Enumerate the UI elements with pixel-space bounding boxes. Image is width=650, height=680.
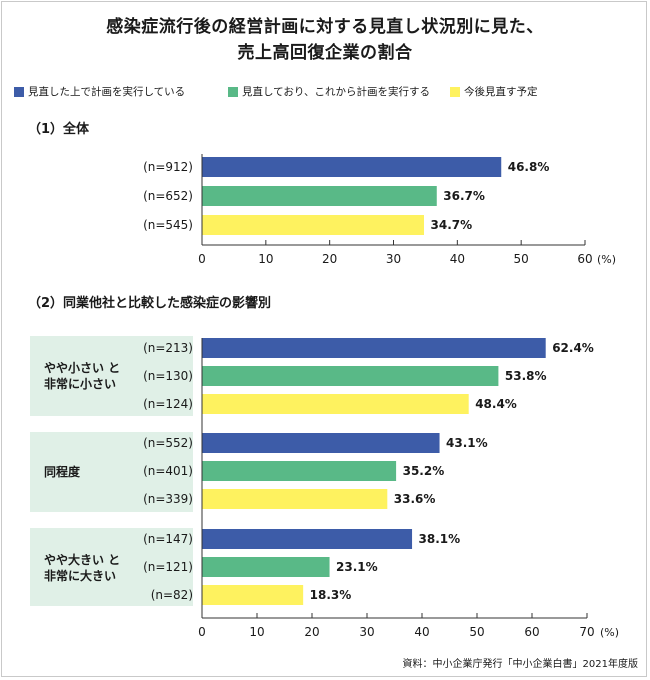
legend-item-blue: 見直した上で計画を実行している xyxy=(14,84,185,99)
x-tick-label-1-30: 30 xyxy=(386,252,401,266)
bar-value-label-2-8: 23.1% xyxy=(336,560,378,574)
x-unit-label-2: (%) xyxy=(600,626,619,639)
group-label-large-line1: やや大きい と xyxy=(44,553,121,567)
bar-2-1 xyxy=(202,338,546,358)
bar-2-2 xyxy=(202,366,499,386)
bar-value-label-1-2: 36.7% xyxy=(443,189,485,203)
group-label-small-line1: やや小さい と xyxy=(44,361,121,375)
bar-2-3 xyxy=(202,394,469,414)
bar-2-8 xyxy=(202,557,330,577)
x-tick-label-1-50: 50 xyxy=(514,252,529,266)
category-label-2-7: (n=147) xyxy=(143,532,193,546)
group-label-small-line2: 非常に小さい xyxy=(44,377,117,391)
legend-item-yellow: 今後見直す予定 xyxy=(450,84,538,99)
bar-2-4 xyxy=(202,433,440,453)
x-tick-label-1-40: 40 xyxy=(450,252,465,266)
x-tick-label-2-30: 30 xyxy=(359,625,374,639)
category-label-1-2: (n=652) xyxy=(143,189,193,203)
legend-label-green: 見直しており、これから計画を実行する xyxy=(242,86,430,98)
bar-2-5 xyxy=(202,461,397,481)
group-label-same-line1: 同程度 xyxy=(44,465,81,479)
x-tick-label-2-50: 50 xyxy=(469,625,484,639)
bar-1-3 xyxy=(202,215,425,235)
legend-item-green: 見直しており、これから計画を実行する xyxy=(228,84,430,99)
chart-title-line1: 感染症流行後の経営計画に対する見直し状況別に見た、 xyxy=(106,17,544,37)
legend-label-yellow: 今後見直す予定 xyxy=(464,86,538,98)
bar-2-9 xyxy=(202,585,304,605)
category-label-2-5: (n=401) xyxy=(143,464,193,478)
category-label-2-8: (n=121) xyxy=(143,560,193,574)
group-label-large: やや大きい と 非常に大きい xyxy=(44,552,120,584)
x-tick-label-2-20: 20 xyxy=(304,625,319,639)
x-tick-label-2-0: 0 xyxy=(198,625,206,639)
group-label-small: やや小さい と 非常に小さい xyxy=(44,360,120,392)
bar-1-2 xyxy=(202,186,437,206)
bar-value-label-2-6: 33.6% xyxy=(394,492,436,506)
group-label-large-line2: 非常に大きい xyxy=(44,569,117,583)
x-tick-label-1-20: 20 xyxy=(322,252,337,266)
bar-value-label-1-3: 34.7% xyxy=(431,218,473,232)
x-unit-label-1: (%) xyxy=(597,253,616,266)
legend-swatch-green xyxy=(228,86,238,97)
bar-value-label-2-2: 53.8% xyxy=(505,369,547,383)
category-label-1-1: (n=912) xyxy=(143,160,193,174)
category-label-2-2: (n=130) xyxy=(143,369,193,383)
group-background-large xyxy=(30,528,193,606)
chart-title-line2: 売上高回復企業の割合 xyxy=(237,43,413,63)
category-label-2-6: (n=339) xyxy=(143,492,193,506)
group-background-small xyxy=(30,336,193,416)
group-background-same xyxy=(30,432,193,512)
group-label-same: 同程度 xyxy=(44,464,80,480)
category-label-2-1: (n=213) xyxy=(143,341,193,355)
bar-value-label-2-1: 62.4% xyxy=(552,341,594,355)
category-label-2-4: (n=552) xyxy=(143,436,193,450)
bar-value-label-2-9: 18.3% xyxy=(310,588,352,602)
x-tick-label-2-60: 60 xyxy=(524,625,539,639)
source-note: 資料：中小企業庁発行「中小企業白書」2021年度版 xyxy=(402,659,638,670)
bar-value-label-2-5: 35.2% xyxy=(403,464,445,478)
category-label-1-3: (n=545) xyxy=(143,218,193,232)
category-label-2-3: (n=124) xyxy=(143,397,193,411)
x-tick-label-1-0: 0 xyxy=(198,252,206,266)
x-tick-label-2-70: 70 xyxy=(579,625,594,639)
x-tick-label-1-60: 60 xyxy=(577,252,592,266)
bar-2-6 xyxy=(202,489,388,509)
bar-value-label-2-4: 43.1% xyxy=(446,436,488,450)
section-title-by-impact: （2）同業他社と比較した感染症の影響別 xyxy=(28,296,272,311)
legend-swatch-yellow xyxy=(450,86,460,97)
bar-value-label-2-3: 48.4% xyxy=(475,397,517,411)
bar-1-1 xyxy=(202,157,502,177)
x-tick-label-2-40: 40 xyxy=(414,625,429,639)
x-tick-label-1-10: 10 xyxy=(258,252,273,266)
bar-2-7 xyxy=(202,529,413,549)
bar-value-label-1-1: 46.8% xyxy=(508,160,550,174)
bar-value-label-2-7: 38.1% xyxy=(419,532,461,546)
x-tick-label-2-10: 10 xyxy=(249,625,264,639)
section-title-overall: （1）全体 xyxy=(28,122,90,137)
category-label-2-9: (n=82) xyxy=(151,588,193,602)
legend-swatch-blue xyxy=(14,86,24,97)
legend-label-blue: 見直した上で計画を実行している xyxy=(28,86,186,98)
